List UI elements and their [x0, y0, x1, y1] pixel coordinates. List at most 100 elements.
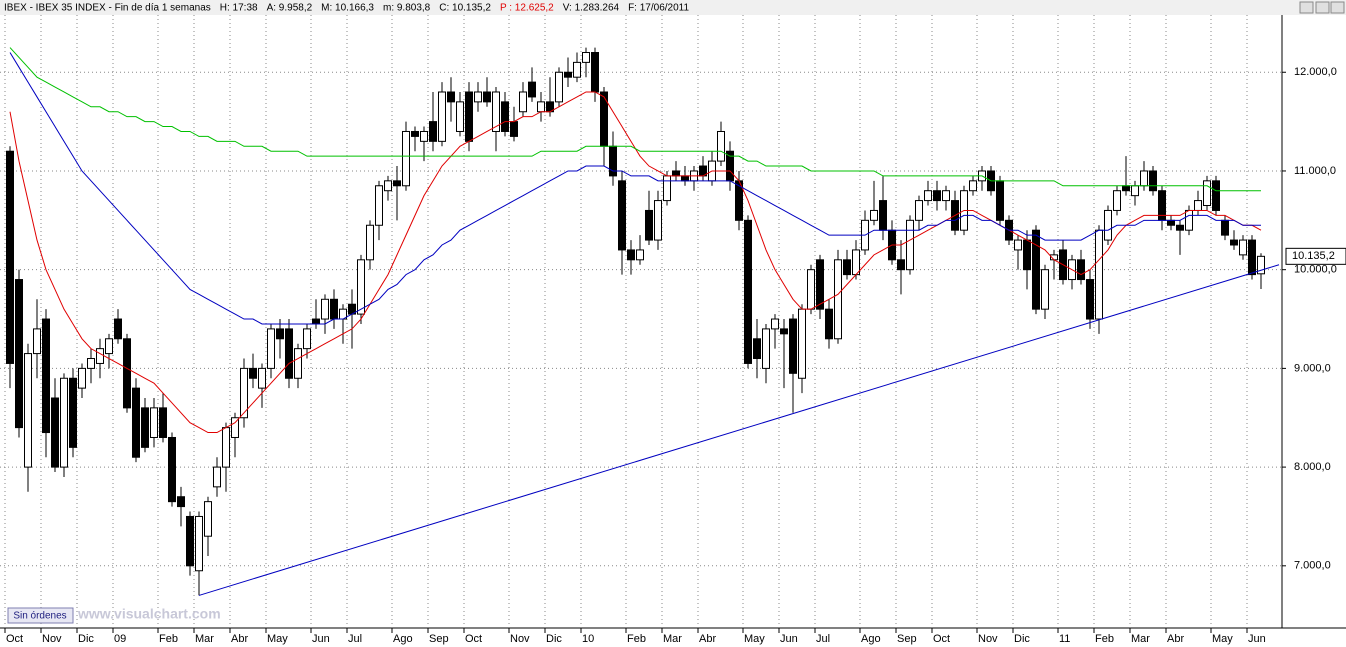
candle-body [267, 328, 275, 369]
candle-body [1095, 229, 1103, 320]
candle-body [375, 185, 383, 226]
candle-body [924, 190, 932, 202]
candle-body [258, 367, 266, 389]
candle-body [168, 436, 176, 503]
candle-body [24, 353, 32, 468]
y-tick-label: 12.000,0 [1294, 66, 1337, 78]
candle-body [15, 279, 23, 429]
orders-button-label[interactable]: Sin órdenes [13, 611, 66, 622]
candle-body [870, 209, 878, 221]
x-tick-label: 11 [1059, 633, 1070, 645]
candle-body [123, 338, 131, 409]
header-item: M: 10.166,3 [321, 3, 374, 14]
candle-body [852, 249, 860, 276]
watermark: www.visualchart.com [77, 606, 221, 622]
y-tick-label: 11.000,0 [1294, 165, 1336, 177]
x-tick-label: Dic [546, 633, 562, 645]
candle-body [393, 180, 401, 187]
candle-body [492, 91, 500, 132]
candle-body [897, 259, 905, 271]
candle-body [276, 328, 284, 340]
x-tick-label: Abr [1167, 633, 1184, 645]
x-tick-label: Feb [159, 633, 178, 645]
candle-body [474, 91, 482, 103]
candle-body [96, 348, 104, 364]
candle-body [1185, 209, 1193, 231]
x-tick-label: Abr [231, 633, 248, 645]
x-tick-label: Jul [816, 633, 830, 645]
header-item: F: 17/06/2011 [628, 3, 689, 14]
candle-body [1230, 239, 1238, 246]
candle-body [771, 318, 779, 330]
candle-body [1023, 239, 1031, 271]
candle-body [1203, 180, 1211, 207]
candle-body [1131, 185, 1139, 197]
window-button[interactable] [1330, 1, 1345, 14]
candle-body [186, 515, 194, 567]
candle-body [879, 200, 887, 231]
x-tick-label: Mar [195, 633, 214, 645]
x-tick-label: Feb [627, 633, 646, 645]
x-tick-label: Mar [1131, 633, 1150, 645]
candle-body [942, 190, 950, 202]
candle-body [537, 101, 545, 113]
header-item: P : 12.625,2 [500, 3, 554, 14]
candle-body [933, 190, 941, 202]
candle-body [1041, 269, 1049, 310]
window-button[interactable] [1315, 1, 1330, 14]
candle-body [51, 397, 59, 468]
y-tick-label: 9.000,0 [1294, 362, 1331, 374]
candle-body [1086, 279, 1094, 320]
x-tick-label: Oct [465, 633, 482, 645]
moving-average [9, 52, 1261, 325]
x-tick-label: Dic [78, 633, 94, 645]
candle-body [1149, 170, 1157, 192]
candle-body [195, 515, 203, 572]
x-tick-label: Jun [1248, 633, 1266, 645]
x-tick-label: Sep [897, 633, 917, 645]
candle-body [1239, 239, 1247, 256]
x-tick-label: Nov [510, 633, 530, 645]
candle-body [294, 348, 302, 379]
header-bar [0, 0, 1346, 15]
candle-body [483, 91, 491, 103]
candle-body [816, 259, 824, 310]
header-item: V: 1.283.264 [563, 3, 620, 14]
x-tick-label: Oct [6, 633, 23, 645]
candle-body [681, 175, 689, 182]
x-tick-label: Oct [933, 633, 950, 645]
candle-body [456, 101, 464, 132]
candle-body [627, 249, 635, 261]
candle-body [411, 130, 419, 137]
candle-body [402, 130, 410, 187]
candle-body [240, 367, 248, 419]
candle-body [114, 318, 122, 340]
x-tick-label: Abr [699, 633, 716, 645]
y-tick-label: 10.000,0 [1294, 264, 1337, 276]
candle-body [1104, 209, 1112, 241]
x-tick-label: Jun [312, 633, 330, 645]
candle-body [1221, 219, 1229, 236]
candle-body [132, 387, 140, 458]
candle-body [1140, 170, 1148, 187]
window-button[interactable] [1299, 1, 1314, 14]
candle-body [384, 180, 392, 192]
candle-body [1167, 219, 1175, 226]
candle-body [303, 328, 311, 350]
candle-body [789, 318, 797, 374]
candle-body [1077, 259, 1085, 281]
candle-body [447, 91, 455, 103]
candle-body [825, 308, 833, 340]
candle-body [60, 377, 68, 468]
header-item: C: 10.135,2 [439, 3, 491, 14]
candle-body [321, 298, 329, 320]
y-tick-label: 8.000,0 [1294, 461, 1331, 473]
candle-body [1194, 200, 1202, 211]
candle-body [357, 259, 365, 315]
orders-button[interactable] [7, 607, 74, 624]
candle-body [204, 501, 212, 537]
candle-body [6, 150, 14, 364]
candle-body [501, 101, 509, 132]
header-item: IBEX - IBEX 35 INDEX - Fin de día 1 sema… [4, 3, 211, 14]
